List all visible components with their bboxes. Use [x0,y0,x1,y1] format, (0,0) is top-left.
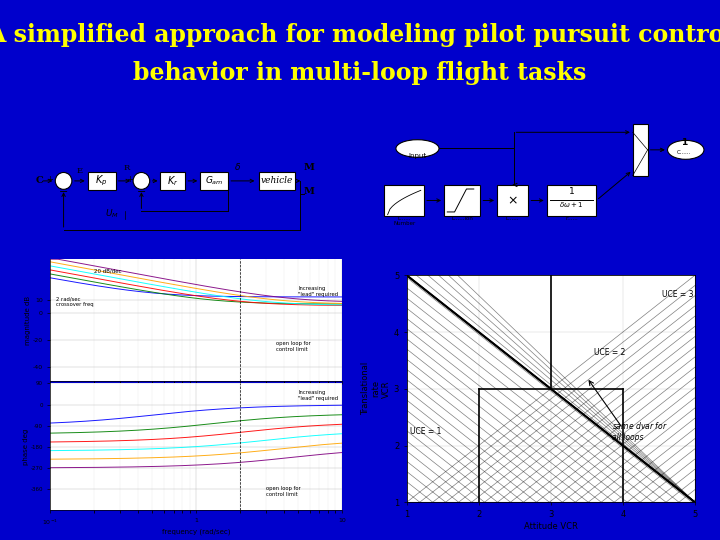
Text: L......ion: L......ion [451,215,473,220]
Text: E: E [77,167,83,176]
Text: UCE = 1: UCE = 1 [410,427,442,436]
Text: L......: L...... [397,215,411,220]
Text: M: M [304,163,315,172]
Text: +: + [126,175,132,184]
Text: Input: Input [408,153,426,159]
Text: ×: × [508,194,518,207]
Text: $G_{am}$: $G_{am}$ [205,174,224,187]
Text: open loop for
control limit: open loop for control limit [276,341,310,352]
Bar [384,185,424,216]
Text: −: − [59,187,68,197]
Ellipse shape [396,140,439,157]
Ellipse shape [667,140,704,159]
Text: Increasing
"lead" required: Increasing "lead" required [298,390,338,401]
Text: R: R [123,164,130,172]
Bar [259,172,295,190]
Bar [497,185,528,216]
Text: C......: C...... [677,150,691,155]
Circle shape [133,172,150,190]
Text: 1: 1 [681,138,687,147]
Text: L......: L...... [506,215,519,220]
Bar [633,124,648,176]
Bar [444,185,480,216]
Text: UCE = 3: UCE = 3 [662,289,694,299]
Text: $\delta\omega+1$: $\delta\omega+1$ [559,200,584,210]
Text: open loop for
control limit: open loop for control limit [266,487,300,497]
Text: −: − [137,187,146,197]
Text: vehicle: vehicle [261,177,293,185]
Y-axis label: magnitude dB: magnitude dB [25,295,31,345]
Text: same $dvar$ for
all loops: same $dvar$ for all loops [612,421,667,442]
Text: A simplified approach for modeling pilot pursuit control: A simplified approach for modeling pilot… [0,23,720,47]
Text: $K_p$: $K_p$ [96,174,108,188]
Circle shape [55,172,72,190]
Text: +: + [46,175,53,184]
Text: 1: 1 [569,187,575,196]
X-axis label: frequency (rad/sec): frequency (rad/sec) [162,529,230,535]
Text: F......: F...... [565,215,578,220]
X-axis label: Attitude VCR: Attitude VCR [524,522,577,531]
Text: M: M [304,187,315,195]
Bar [88,172,116,190]
Text: $\delta$: $\delta$ [234,161,241,172]
Text: Increasing
"lead" required: Increasing "lead" required [298,286,338,297]
Bar [161,172,185,190]
Text: behavior in multi-loop flight tasks: behavior in multi-loop flight tasks [133,61,587,85]
Bar [546,185,596,216]
Y-axis label: phase deg: phase deg [23,429,29,465]
Text: C: C [35,177,43,185]
Text: 20 dB/dec: 20 dB/dec [94,269,122,274]
Bar [200,172,228,190]
Text: Number: Number [393,221,415,226]
Text: UCE = 2: UCE = 2 [594,348,626,357]
Text: $K_r$: $K_r$ [167,174,179,188]
Y-axis label: Translational
rate
VCR: Translational rate VCR [361,362,391,415]
Text: 2 rad/sec
crossover freq: 2 rad/sec crossover freq [56,296,94,307]
Text: $U_M$: $U_M$ [105,207,119,220]
